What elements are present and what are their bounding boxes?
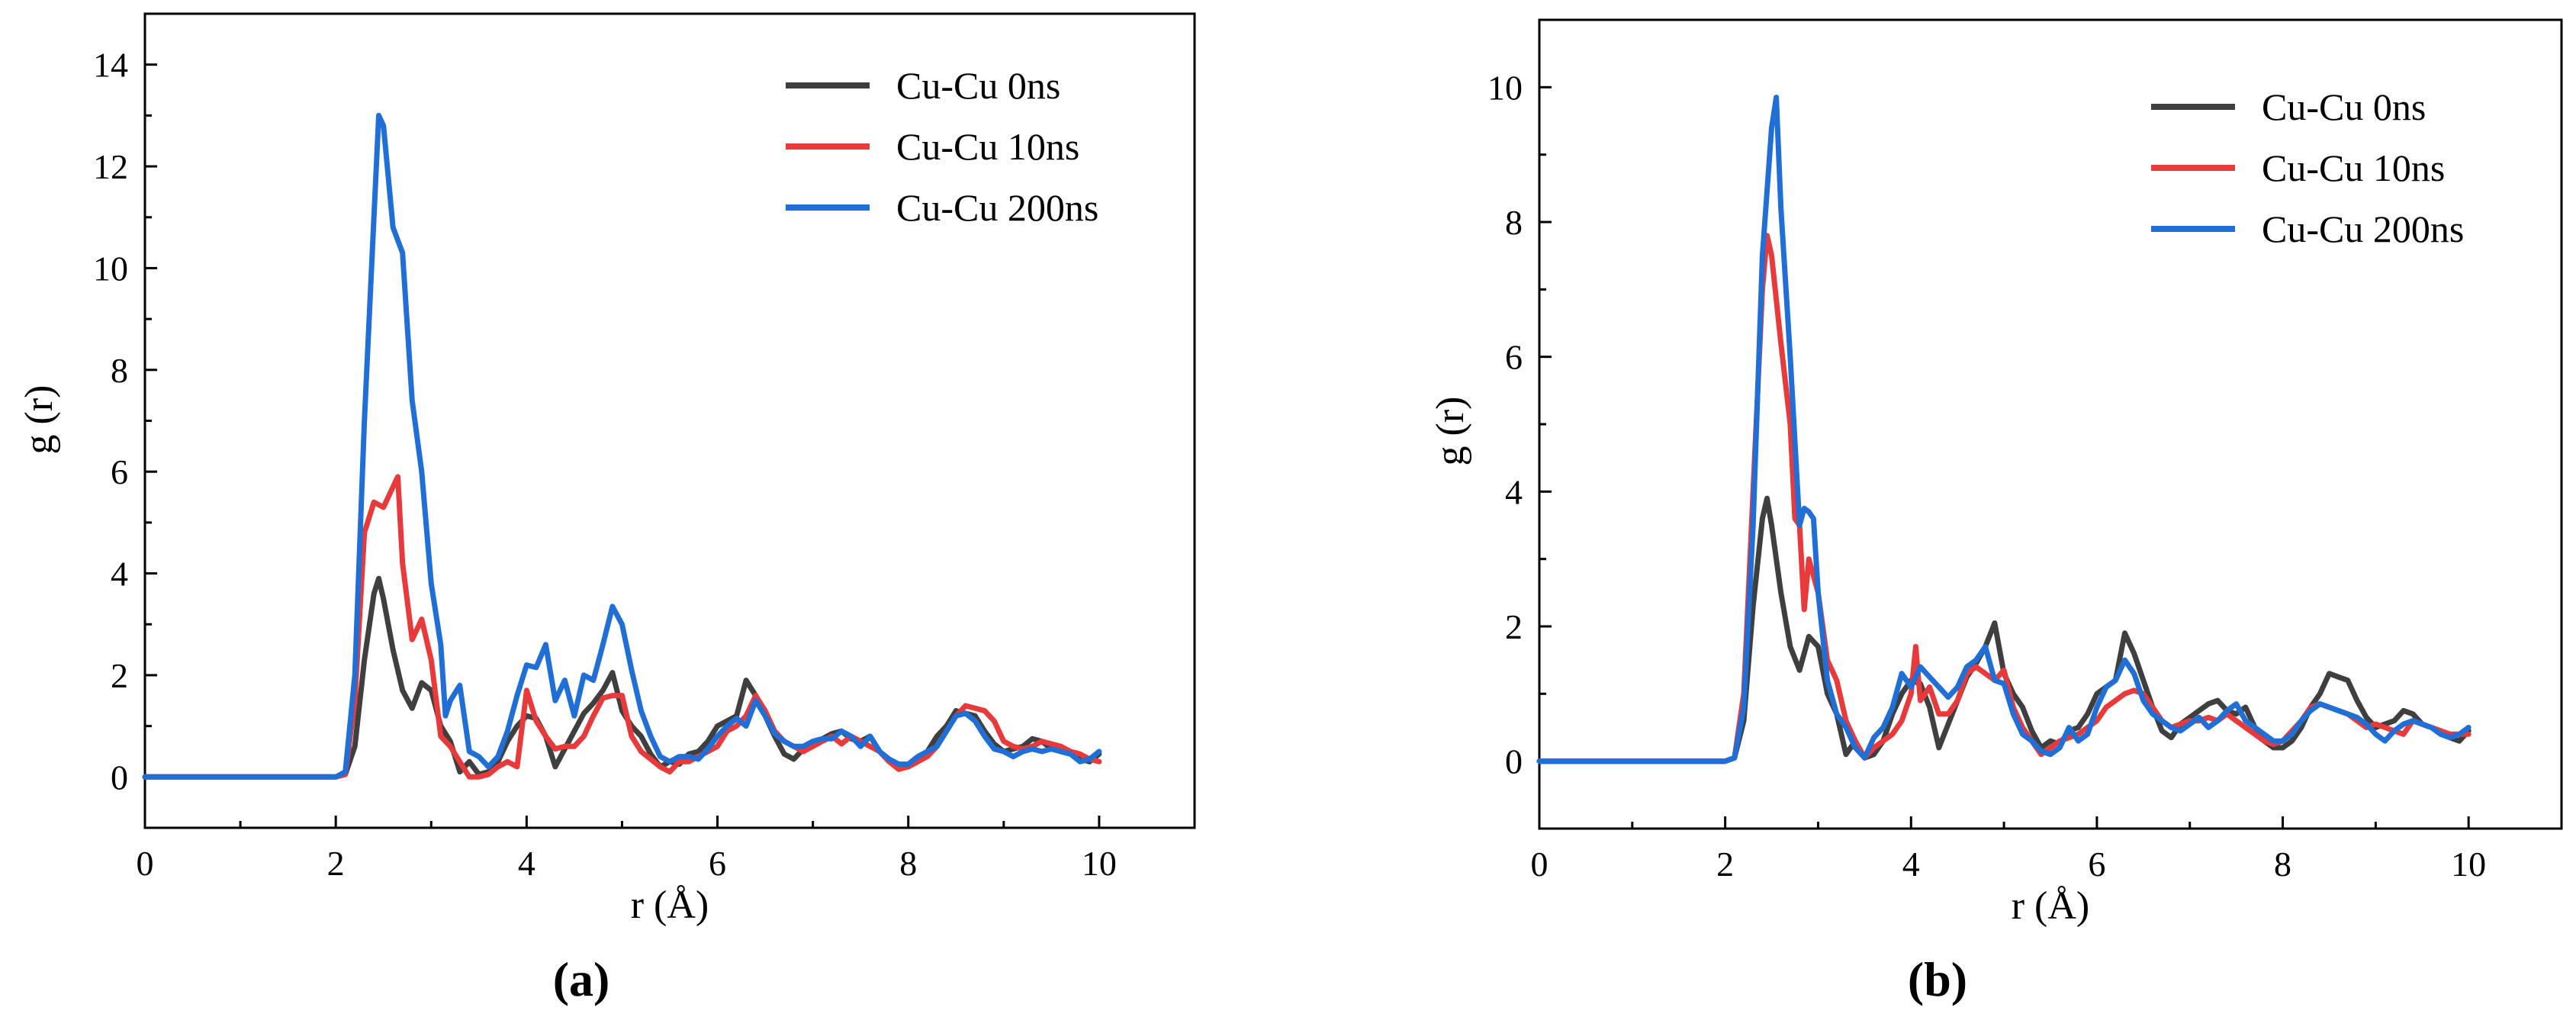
x-tick-label: 2 [327, 844, 345, 883]
panel-label: (a) [553, 952, 610, 1006]
series-line-cu-cu-200ns [1536, 95, 2471, 764]
legend: Cu-Cu 0ns Cu-Cu 10ns Cu-Cu 200ns [786, 64, 1098, 229]
y-axis-label: g (r) [18, 385, 61, 455]
y-tick-label: 4 [111, 555, 128, 594]
x-tick-label: 10 [1082, 844, 1117, 883]
legend-label: Cu-Cu 200ns [2262, 208, 2464, 250]
y-tick-label: 0 [111, 758, 128, 797]
y-tick-label: 8 [1505, 203, 1523, 242]
panel-label: (b) [1908, 952, 1967, 1006]
y-tick-label: 10 [93, 249, 128, 288]
x-tick-label: 4 [518, 844, 535, 883]
y-tick-label: 4 [1505, 472, 1523, 511]
x-tick-label: 8 [899, 844, 917, 883]
legend-label: Cu-Cu 0ns [896, 64, 1060, 107]
y-tick-label: 0 [1505, 742, 1523, 781]
x-tick-label: 10 [2451, 845, 2486, 884]
legend-label: Cu-Cu 10ns [896, 125, 1079, 168]
y-tick-label: 6 [1505, 338, 1523, 377]
y-tick-label: 8 [111, 351, 128, 390]
x-axis-label: r (Å) [2012, 884, 2090, 928]
legend: Cu-Cu 0ns Cu-Cu 10ns Cu-Cu 200ns [2151, 85, 2464, 250]
legend-label: Cu-Cu 0ns [2262, 85, 2426, 128]
y-axis-label: g (r) [1429, 397, 1472, 466]
x-tick-label: 8 [2274, 845, 2291, 884]
chart-panel-b: 0 2 4 6 8 10 0 2 4 6 8 10 g (r) r (Å) (b) Cu-Cu 0ns… [1429, 18, 2563, 1006]
series-line-cu-cu-200ns [142, 112, 1102, 780]
x-axis-label: r (Å) [631, 884, 709, 927]
y-tick-label: 6 [111, 452, 128, 491]
legend-label: Cu-Cu 200ns [896, 186, 1098, 229]
legend-label: Cu-Cu 10ns [2262, 146, 2445, 189]
x-tick-label: 6 [709, 844, 726, 883]
y-tick-label: 14 [93, 46, 128, 85]
x-tick-label: 0 [1531, 845, 1548, 884]
y-tick-label: 2 [1505, 607, 1523, 646]
x-tick-label: 0 [137, 844, 154, 883]
x-tick-label: 2 [1716, 845, 1734, 884]
y-tick-label: 12 [93, 147, 128, 186]
chart-panel-a: 0 2 4 6 8 10 0 2 4 6 8 10 12 14 g (r) r (Å) (a) Cu-Cu… [18, 12, 1196, 1006]
y-tick-label: 2 [111, 656, 128, 695]
x-tick-label: 6 [2088, 845, 2105, 884]
y-tick-label: 10 [1487, 68, 1523, 107]
x-tick-label: 4 [1902, 845, 1920, 884]
